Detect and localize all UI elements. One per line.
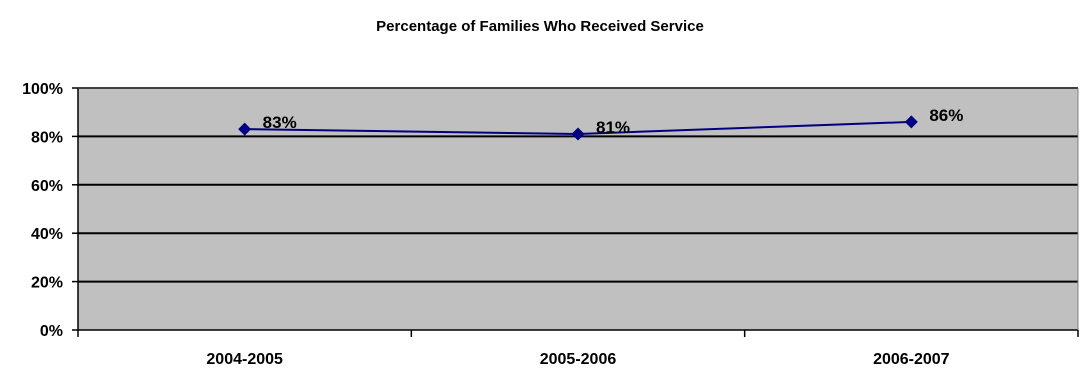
data-point-marker (904, 115, 918, 129)
plot-area (78, 88, 1078, 330)
y-tick-label: 20% (31, 275, 63, 292)
y-tick-label: 60% (31, 178, 63, 195)
chart-title: Percentage of Families Who Received Serv… (376, 18, 704, 35)
data-point-marker (571, 127, 585, 141)
x-tick-label: 2006-2007 (873, 351, 950, 368)
x-tick-label: 2004-2005 (206, 351, 283, 368)
y-tick-label: 0% (40, 323, 63, 340)
y-tick-label: 100% (22, 81, 63, 98)
x-tick-label: 2005-2006 (540, 351, 617, 368)
data-label: 81% (596, 118, 630, 137)
x-tick-labels: 2004-2005 2005-2006 2006-2007 (77, 330, 1079, 368)
data-label: 83% (263, 113, 297, 132)
axes (77, 87, 1079, 331)
y-tick-label: 80% (31, 129, 63, 146)
y-tick-labels: 0% 20% 40% 60% 80% 100% (22, 81, 78, 340)
data-point-marker (238, 122, 252, 136)
y-tick-label: 40% (31, 226, 63, 243)
data-label: 86% (929, 106, 963, 125)
series-line-group: 83% 81% 86% (238, 106, 963, 141)
